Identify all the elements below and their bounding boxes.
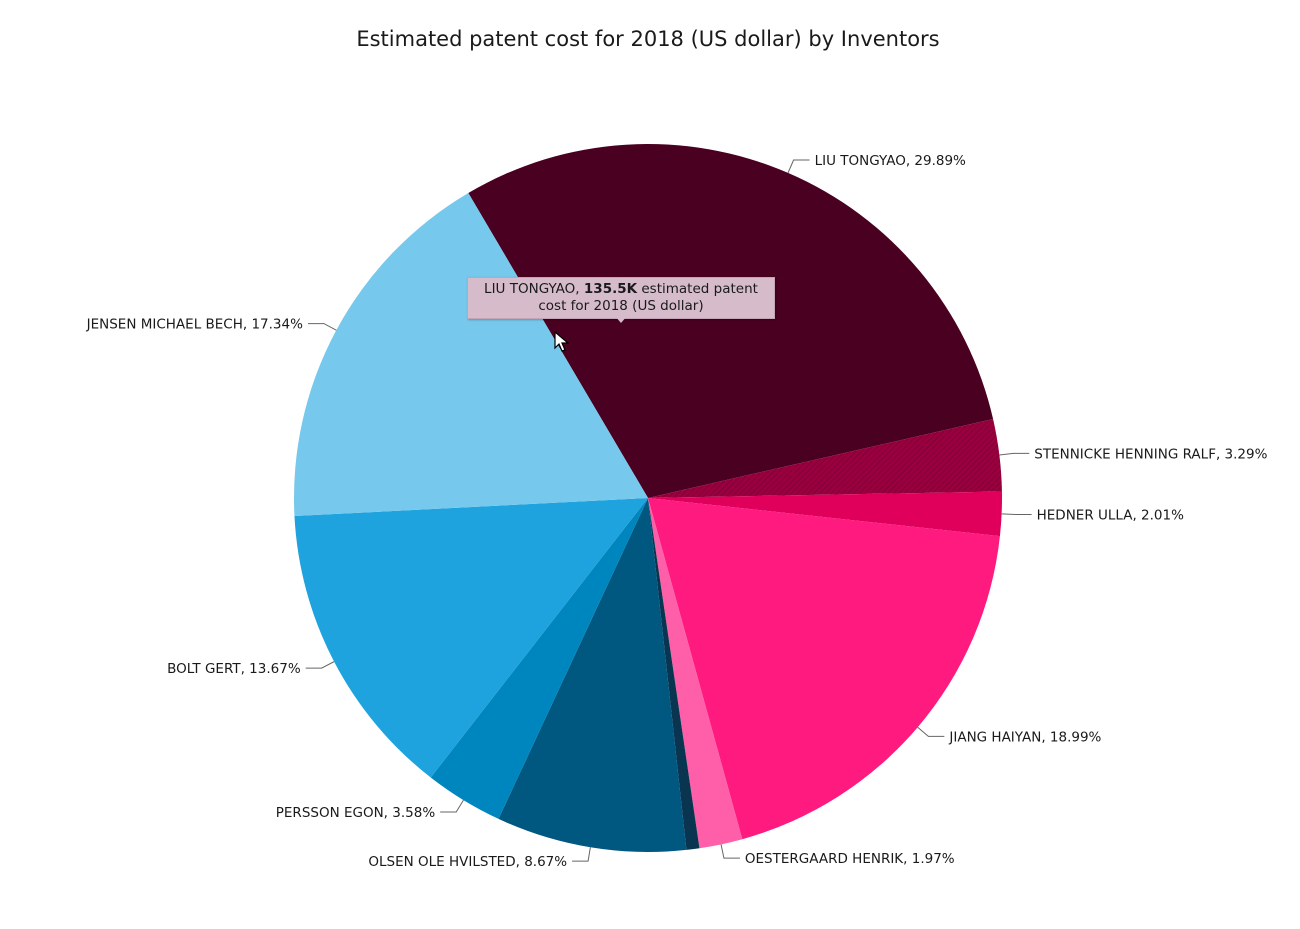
leader-line	[572, 847, 590, 861]
leader-line	[721, 844, 740, 858]
slice-label: PERSSON EGON, 3.58%	[276, 805, 436, 821]
leader-line	[308, 324, 336, 331]
leader-line	[1002, 514, 1032, 515]
tooltip-value: 135.5K	[584, 281, 637, 297]
leader-line	[306, 662, 334, 668]
mouse-cursor-icon	[554, 331, 570, 353]
slice-label: BOLT GERT, 13.67%	[167, 661, 301, 677]
slice-label: LIU TONGYAO, 29.89%	[815, 153, 966, 169]
slice-label: STENNICKE HENNING RALF, 3.29%	[1034, 446, 1267, 462]
leader-line	[999, 453, 1029, 455]
slice-label: JENSEN MICHAEL BECH, 17.34%	[86, 317, 303, 333]
hover-tooltip: LIU TONGYAO, 135.5K estimated patent cos…	[467, 277, 775, 319]
tooltip-name: LIU TONGYAO,	[484, 281, 580, 297]
leader-line	[440, 800, 463, 812]
slice-label: OLSEN OLE HVILSTED, 8.67%	[368, 854, 567, 870]
chart-title: Estimated patent cost for 2018 (US dolla…	[356, 27, 939, 51]
tooltip-arrow	[615, 316, 627, 323]
pie-slices	[294, 144, 1002, 852]
slice-label: HEDNER ULLA, 2.01%	[1037, 507, 1184, 523]
slice-label: OESTERGAARD HENRIK, 1.97%	[745, 851, 955, 867]
leader-line	[918, 727, 945, 736]
slice-label: JIANG HAIYAN, 18.99%	[948, 729, 1101, 745]
leader-line	[788, 160, 810, 173]
